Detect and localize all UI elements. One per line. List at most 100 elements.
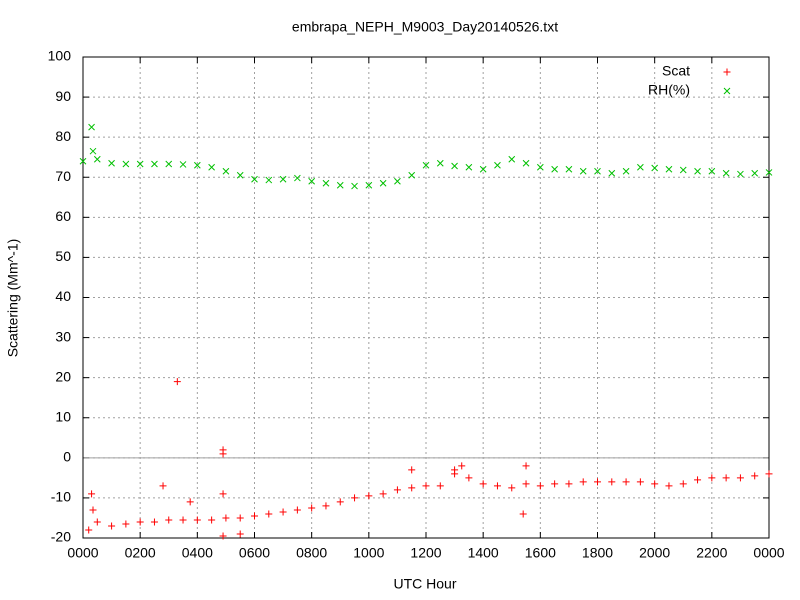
x-axis-label: UTC Hour: [393, 576, 456, 592]
y-tick-label: 0: [63, 449, 71, 465]
y-tick-label: 10: [55, 408, 71, 424]
data-point: [751, 169, 759, 177]
data-point: [465, 163, 473, 171]
data-point: [722, 169, 730, 177]
data-point: [422, 482, 430, 490]
legend-label: RH(%): [648, 82, 690, 98]
data-point: [393, 486, 401, 494]
x-tick-label: 2200: [696, 545, 727, 561]
data-point: [108, 159, 115, 167]
data-point: [379, 490, 387, 498]
data-point: [279, 508, 287, 516]
data-point: [193, 516, 201, 524]
x-tick-label: 0400: [182, 545, 213, 561]
data-point: [265, 510, 273, 518]
data-point: [508, 484, 516, 492]
data-point: [708, 474, 716, 482]
data-point: [85, 526, 93, 534]
data-point: [765, 169, 773, 176]
data-point: [551, 480, 559, 488]
data-point: [173, 378, 181, 386]
data-point: [436, 159, 444, 167]
y-tick-label: 90: [55, 88, 71, 104]
data-point: [765, 470, 773, 478]
x-tick-label: 2000: [639, 545, 670, 561]
data-point: [251, 512, 258, 520]
plot-border: [82, 56, 770, 539]
x-tick-label: 0200: [125, 545, 156, 561]
data-point: [565, 165, 573, 173]
data-point: [519, 510, 527, 518]
data-point: [622, 478, 630, 486]
data-point: [279, 175, 287, 183]
data-point: [637, 163, 644, 171]
x-tick-label: 1800: [582, 545, 613, 561]
y-tick-label: -20: [51, 529, 71, 545]
legend-marker: [723, 87, 731, 95]
chart-title: embrapa_NEPH_M9003_Day20140526.txt: [292, 19, 558, 35]
data-point: [208, 163, 215, 171]
y-tick-label: 60: [55, 208, 71, 224]
data-point: [365, 492, 373, 500]
data-point: [651, 164, 659, 172]
y-tick-label: 80: [55, 128, 71, 144]
data-point: [89, 506, 97, 514]
y-tick-label: 50: [55, 248, 71, 264]
data-point: [594, 478, 601, 486]
data-point: [89, 147, 97, 155]
data-point: [408, 171, 416, 179]
data-point: [108, 522, 116, 530]
data-point: [379, 179, 387, 187]
data-point: [479, 480, 487, 488]
data-point: [408, 466, 416, 474]
y-tick-label: 100: [48, 48, 72, 64]
y-tick-label: 70: [55, 168, 71, 184]
data-point: [151, 160, 158, 168]
data-point: [165, 160, 173, 168]
data-point: [251, 175, 258, 183]
data-point: [522, 159, 530, 167]
data-point: [451, 162, 458, 170]
data-point: [458, 462, 466, 470]
data-point: [136, 518, 144, 526]
x-tick-label: 0000: [67, 545, 98, 561]
data-point: [436, 482, 444, 490]
x-tick-label: 0600: [239, 545, 270, 561]
data-point: [451, 466, 459, 474]
data-point: [150, 518, 158, 526]
data-point: [165, 516, 173, 524]
data-point: [665, 165, 673, 173]
data-point: [159, 482, 167, 490]
data-point: [579, 478, 587, 486]
data-point: [351, 182, 358, 190]
data-point: [608, 478, 616, 486]
data-point: [236, 514, 244, 522]
data-point: [236, 171, 244, 179]
data-point: [322, 502, 330, 510]
y-axis-label: Scattering (Mm^-1): [5, 239, 21, 358]
data-point: [222, 514, 230, 522]
data-point: [88, 490, 96, 498]
data-point: [422, 161, 430, 169]
data-point: [536, 482, 544, 490]
data-point: [651, 480, 659, 488]
x-tick-label: 1000: [353, 545, 384, 561]
data-point: [636, 478, 644, 486]
data-point: [236, 530, 244, 538]
data-point: [665, 482, 673, 490]
data-point: [219, 532, 227, 540]
data-point: [179, 161, 187, 168]
data-point: [136, 160, 144, 168]
data-point: [322, 179, 330, 187]
data-point: [508, 155, 516, 163]
data-point: [751, 472, 759, 480]
x-tick-label: 1200: [410, 545, 441, 561]
y-tick-label: -10: [51, 489, 71, 505]
data-point: [694, 167, 701, 175]
data-point: [93, 155, 101, 163]
data-point: [88, 123, 95, 131]
x-tick-label: 1400: [468, 545, 499, 561]
data-point: [179, 516, 187, 524]
data-point: [394, 177, 401, 185]
